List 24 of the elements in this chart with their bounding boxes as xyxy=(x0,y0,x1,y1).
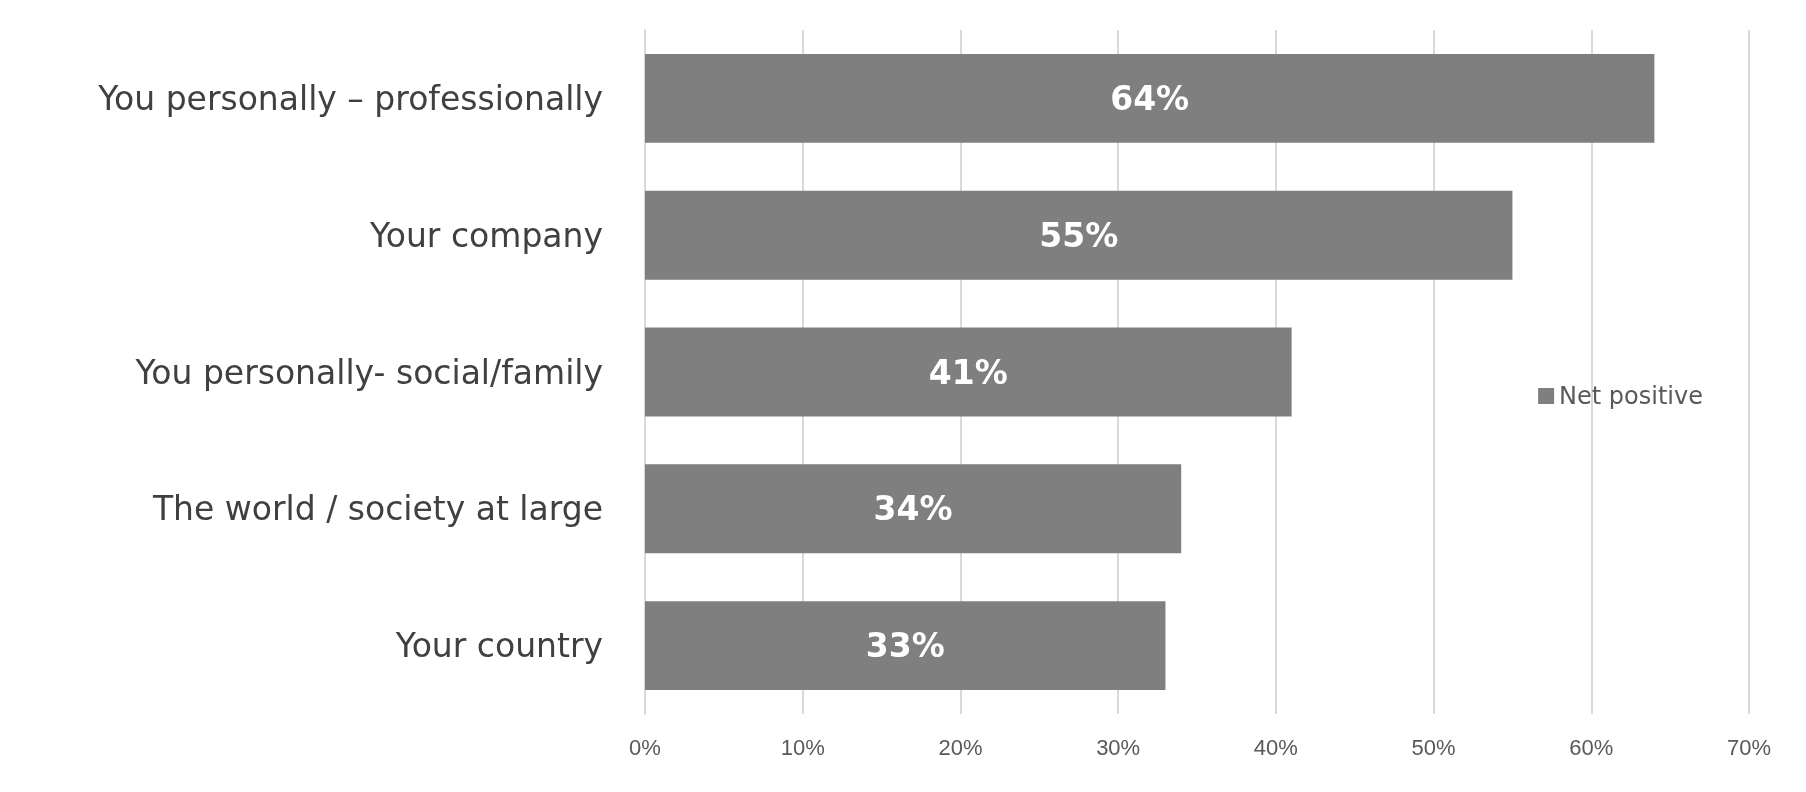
y-tick-label: The world / society at large xyxy=(151,489,603,529)
bar xyxy=(645,601,1166,691)
x-tick-label: 50% xyxy=(1411,734,1456,760)
x-tick-label: 20% xyxy=(938,734,983,760)
y-tick-label: Your country xyxy=(394,626,603,666)
bar xyxy=(645,327,1292,417)
data-label: 55% xyxy=(1039,215,1119,255)
legend-label: Net positive xyxy=(1559,382,1704,410)
x-tick-label: 60% xyxy=(1569,734,1614,760)
data-label: 33% xyxy=(865,626,945,666)
y-tick-label: You personally- social/family xyxy=(134,352,603,392)
x-tick-label: 70% xyxy=(1726,734,1772,760)
data-label: 41% xyxy=(928,352,1008,392)
x-tick-label: 30% xyxy=(1096,734,1141,760)
bar xyxy=(645,464,1182,554)
data-label: 34% xyxy=(873,489,953,529)
data-label: 64% xyxy=(1110,78,1190,118)
y-tick-label: You personally – professionally xyxy=(97,78,603,118)
x-tick-label: 0% xyxy=(629,734,661,760)
bar xyxy=(645,190,1513,280)
y-tick-label: Your company xyxy=(368,215,603,255)
bar xyxy=(645,53,1655,143)
x-tick-label: 10% xyxy=(780,734,825,760)
x-tick-label: 40% xyxy=(1253,734,1298,760)
